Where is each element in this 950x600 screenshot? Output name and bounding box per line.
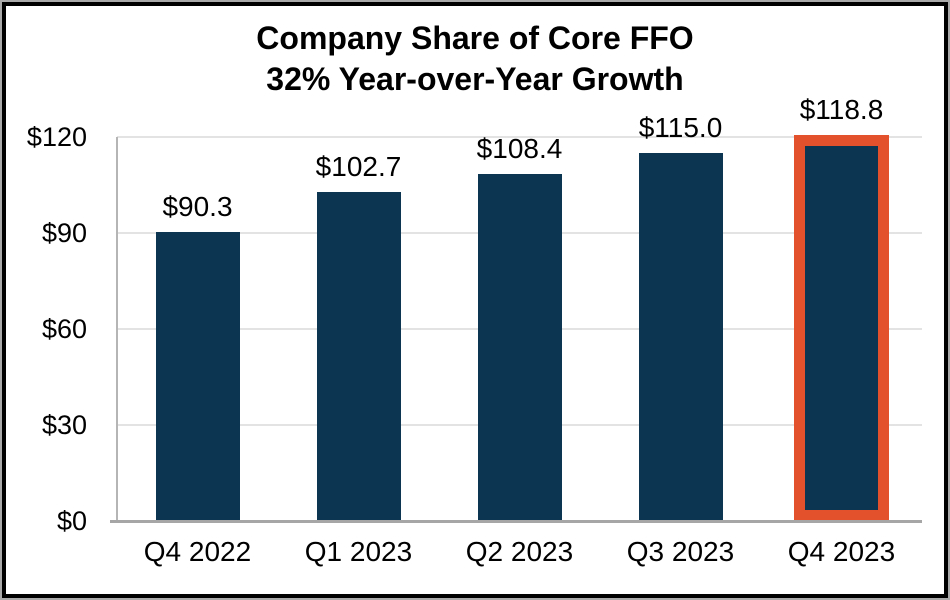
y-tick-label: $0 — [56, 506, 87, 536]
bar — [155, 232, 240, 521]
value-label: $115.0 — [638, 112, 723, 143]
y-tick-label: $90 — [41, 218, 87, 248]
x-tick-label: Q2 2023 — [465, 536, 574, 567]
y-tick-label: $60 — [41, 314, 87, 344]
value-label: $118.8 — [799, 94, 884, 126]
chart-title-line1: Company Share of Core FFO — [256, 20, 694, 56]
value-label: $108.4 — [476, 133, 563, 165]
chart-title: Company Share of Core FFO 32% Year-over-… — [6, 18, 944, 100]
bar — [316, 192, 401, 521]
value-label: $102.7 — [315, 151, 402, 183]
chart-title-line2: 32% Year-over-Year Growth — [266, 61, 684, 97]
highlighted-bar — [794, 135, 889, 521]
x-tick-label: Q3 2023 — [626, 536, 735, 567]
plot-area: $0 $30 $60 $90 $120 $90.3 Q4 2022 $102.7 Q1 2023… — [6, 6, 944, 594]
value-label: $90.3 — [162, 191, 233, 223]
y-tick-label: $30 — [41, 410, 87, 440]
x-tick-label: Q4 2023 — [787, 536, 896, 567]
x-axis-line — [110, 520, 922, 523]
y-axis-line — [116, 137, 118, 521]
bar — [477, 174, 562, 521]
x-tick-label: Q1 2023 — [304, 536, 413, 567]
y-tick-label: $120 — [26, 122, 87, 152]
bar — [638, 153, 723, 521]
gridline — [117, 136, 922, 138]
x-tick-label: Q4 2022 — [143, 536, 252, 567]
